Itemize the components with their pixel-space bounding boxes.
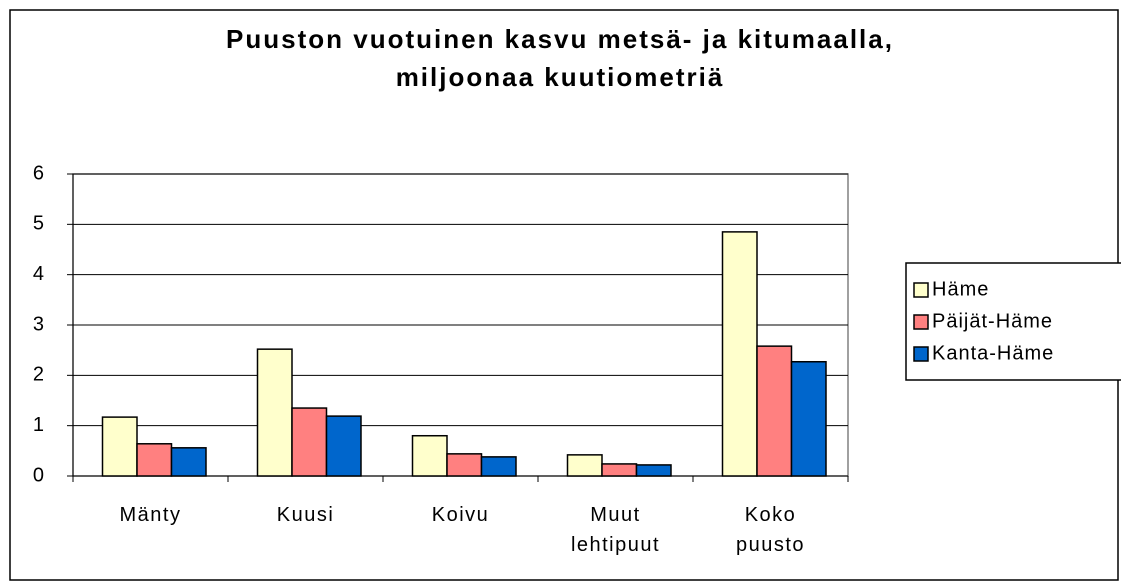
bar	[721, 231, 758, 477]
legend-swatch	[913, 314, 929, 330]
x-tick-label: Muut lehtipuut	[570, 504, 661, 556]
bar	[291, 407, 328, 477]
legend-label: Kanta-Häme	[932, 342, 1054, 364]
y-tick-label: 1	[33, 414, 45, 436]
x-tick-label: Mänty	[119, 504, 182, 526]
x-tick-label: Koivu	[431, 504, 490, 526]
y-tick-label: 6	[33, 162, 45, 184]
y-tick-label: 5	[33, 213, 45, 235]
bar	[325, 415, 362, 477]
bar	[256, 348, 293, 477]
bar	[790, 360, 827, 477]
legend-label: Päijät-Häme	[932, 310, 1053, 332]
legend-swatch	[913, 282, 929, 298]
bar	[566, 454, 603, 477]
bar	[411, 434, 448, 477]
bar	[101, 416, 138, 477]
x-tick-label: Kuusi	[276, 504, 335, 526]
bar	[446, 453, 483, 477]
bar	[480, 456, 517, 477]
bar	[635, 464, 672, 477]
x-tick-label: Koko puusto	[735, 504, 806, 556]
legend-swatch	[913, 346, 929, 362]
legend-label: Häme	[932, 278, 989, 300]
bar	[601, 463, 638, 477]
y-tick-label: 0	[33, 464, 45, 486]
legend-box	[905, 262, 1121, 381]
bar	[136, 443, 173, 477]
chart-title: Puuston vuotuinen kasvu metsä- ja kituma…	[226, 24, 894, 92]
bar	[756, 345, 793, 477]
bar	[170, 447, 207, 477]
y-tick-label: 3	[33, 313, 45, 335]
y-tick-label: 4	[33, 263, 45, 285]
y-tick-label: 2	[33, 364, 45, 386]
